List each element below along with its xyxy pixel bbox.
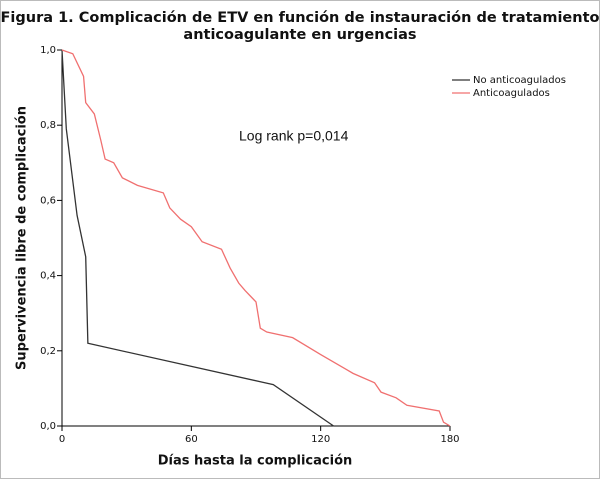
legend-label: Anticoagulados	[473, 88, 550, 99]
annotation: Log rank p=0,014	[239, 128, 349, 144]
y-tick-label: 0,6	[40, 195, 56, 206]
y-tick-label: 0,8	[40, 120, 56, 131]
x-tick-label: 0	[59, 434, 65, 445]
x-axis-label: Días hasta la complicación	[158, 454, 353, 469]
chart-title: anticoagulante en urgencias	[183, 27, 416, 43]
chart-title: Figura 1. Complicación de ETV en función…	[1, 10, 600, 26]
series-line	[61, 49, 451, 427]
legend-label: No anticoagulados	[473, 75, 566, 86]
y-tick-label: 1,0	[40, 45, 56, 56]
series-line	[61, 49, 334, 427]
y-tick-label: 0,0	[40, 421, 56, 432]
y-tick-label: 0,4	[40, 271, 56, 282]
x-tick-label: 60	[185, 434, 198, 445]
y-axis-label: Supervivencia libre de complicación	[15, 106, 30, 370]
x-tick-label: 120	[311, 434, 330, 445]
x-tick-label: 180	[440, 434, 459, 445]
y-tick-label: 0,2	[40, 346, 56, 357]
